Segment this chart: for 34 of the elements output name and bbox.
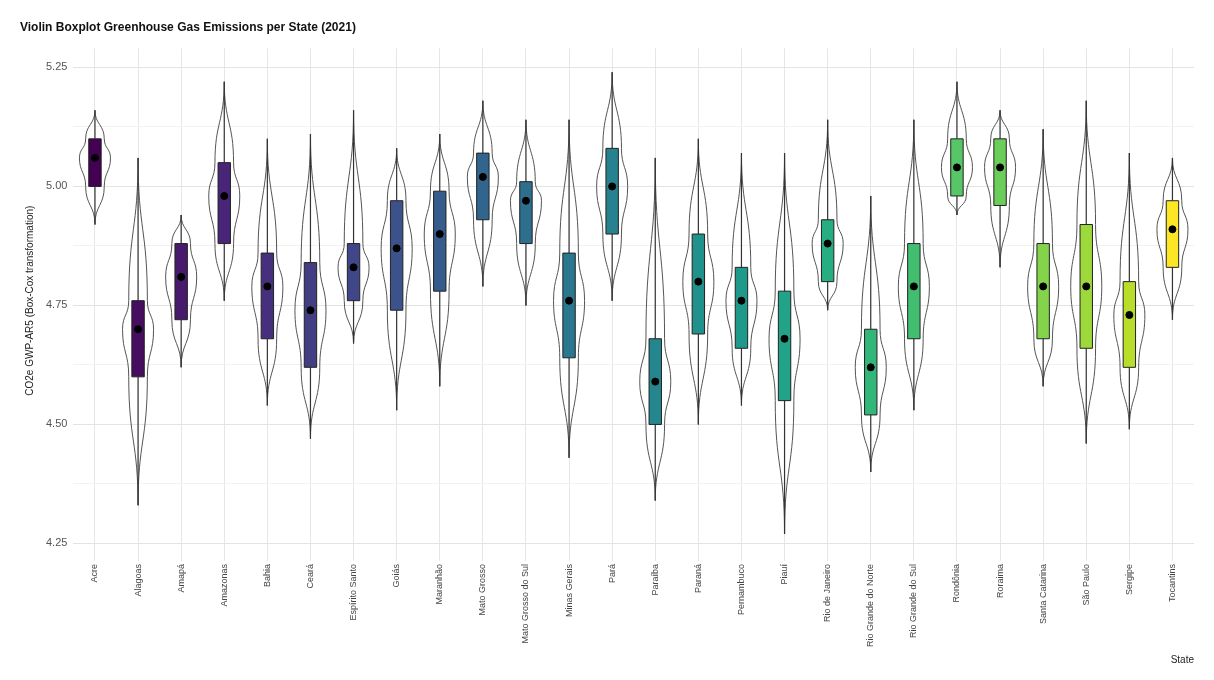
x-tick-label: São Paulo (1080, 563, 1091, 606)
x-tick-label: Ceará (304, 563, 315, 589)
x-tick-label: Piauí (779, 563, 790, 585)
y-tick-label: 5.25 (45, 60, 68, 73)
x-tick-label: Amapá (175, 563, 186, 593)
y-axis-title: CO2e GWP-AR5 (Box-Cox transformation) (23, 205, 35, 396)
x-tick-label: Pernambuco (735, 563, 746, 615)
x-tick-label: Goiás (391, 563, 402, 588)
x-tick-label: Acre (89, 563, 100, 583)
x-tick-label: Rio Grande do Sul (908, 563, 919, 638)
x-tick-label: Maranhão (434, 563, 445, 605)
y-tick-label: 4.25 (45, 536, 68, 549)
x-tick-label: Tocantins (1166, 563, 1177, 602)
x-tick-label: Santa Catarina (1037, 563, 1048, 624)
x-tick-label: Minas Gerais (563, 563, 574, 617)
x-tick-label: Rondônia (951, 563, 962, 603)
y-tick-label: 4.50 (45, 417, 68, 430)
x-tick-label: Paraná (692, 563, 703, 593)
y-tick-label: 5.00 (45, 179, 68, 192)
x-tick-label: Alagoas (132, 563, 143, 597)
x-tick-label: Sergipe (1123, 563, 1134, 595)
x-tick-label: Rio Grande do Norte (865, 563, 876, 647)
x-tick-label: Paraíba (649, 563, 660, 596)
x-tick-label: Rio de Janeiro (822, 563, 833, 622)
x-axis-title: State (1170, 653, 1195, 665)
x-tick-label: Espírito Santo (348, 563, 359, 621)
x-tick-label: Bahia (261, 563, 272, 587)
x-tick-label: Roraima (994, 563, 1005, 598)
chart-title: Violin Boxplot Greenhouse Gas Emissions per State (2021) (20, 19, 356, 34)
x-tick-label: Pará (606, 563, 617, 583)
x-tick-label: Mato Grosso do Sul (520, 563, 531, 644)
x-tick-label: Mato Grosso (477, 563, 488, 616)
y-tick-label: 4.75 (45, 298, 68, 311)
x-tick-label: Amazonas (218, 563, 229, 607)
